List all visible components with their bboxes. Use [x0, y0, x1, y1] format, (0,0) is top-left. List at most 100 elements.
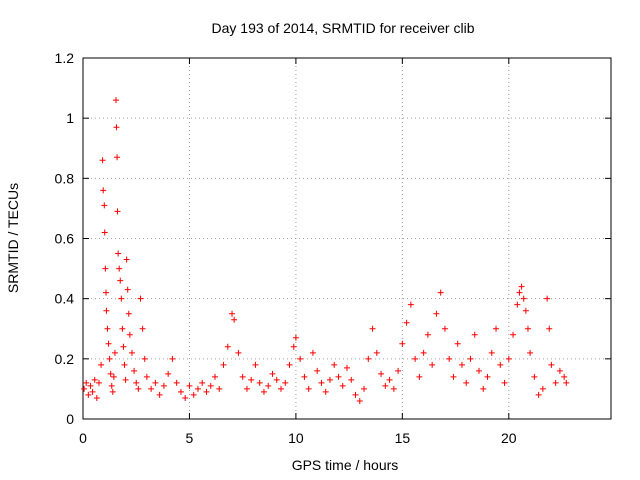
y-tick-label: 0 — [66, 411, 74, 427]
data-point — [326, 376, 333, 383]
data-point — [386, 376, 393, 383]
data-point — [100, 187, 107, 194]
y-tick-label: 1 — [66, 110, 74, 126]
data-point — [160, 382, 167, 389]
data-point — [173, 379, 180, 386]
data-point — [91, 376, 98, 383]
data-point — [101, 202, 108, 209]
data-point — [390, 385, 397, 392]
data-point — [81, 385, 88, 392]
data-point — [476, 367, 482, 374]
data-point — [527, 349, 534, 356]
data-point — [148, 385, 155, 392]
data-point — [235, 349, 242, 356]
data-point — [282, 379, 289, 386]
data-point — [124, 286, 131, 293]
data-point — [382, 382, 389, 389]
data-point — [378, 370, 385, 377]
data-point — [356, 397, 363, 404]
data-point — [128, 349, 135, 356]
data-point — [454, 340, 461, 347]
x-tick-label: 20 — [501, 430, 517, 446]
data-point — [143, 373, 150, 380]
data-point — [531, 373, 538, 380]
data-point — [243, 385, 250, 392]
data-point — [458, 361, 465, 368]
data-point — [122, 376, 129, 383]
data-point — [309, 349, 316, 356]
data-point — [126, 331, 133, 338]
data-point — [269, 370, 276, 377]
data-point — [424, 331, 431, 338]
data-point — [177, 388, 184, 395]
data-point — [152, 379, 159, 386]
data-point — [516, 289, 523, 296]
data-point — [109, 388, 116, 395]
data-point — [110, 373, 117, 380]
data-point — [556, 367, 563, 374]
data-point — [104, 325, 111, 332]
data-point — [322, 388, 329, 395]
data-points — [81, 97, 570, 404]
data-point — [135, 385, 142, 392]
data-point — [292, 334, 299, 341]
data-point — [224, 343, 231, 350]
data-point — [131, 367, 138, 374]
data-point — [229, 310, 236, 317]
data-point — [416, 373, 423, 380]
data-point — [118, 295, 125, 302]
y-tick-label: 0.6 — [55, 231, 75, 247]
data-point — [520, 295, 527, 302]
data-point — [121, 361, 128, 368]
data-point — [488, 349, 495, 356]
data-point — [399, 340, 406, 347]
data-point — [403, 319, 410, 326]
data-point — [420, 349, 427, 356]
data-point — [497, 361, 504, 368]
data-point — [352, 391, 359, 398]
data-point — [102, 265, 109, 272]
data-point — [83, 379, 90, 386]
data-point — [220, 361, 227, 368]
data-point — [119, 325, 126, 332]
data-point — [102, 289, 109, 296]
data-point — [260, 388, 267, 395]
chart-title: Day 193 of 2014, SRMTID for receiver cli… — [212, 20, 475, 36]
data-point — [207, 382, 214, 389]
data-point — [111, 349, 118, 356]
x-tick-label: 10 — [288, 430, 304, 446]
data-point — [544, 295, 551, 302]
data-point — [467, 355, 474, 362]
data-point — [548, 361, 555, 368]
y-tick-label: 1.2 — [55, 50, 75, 66]
data-point — [115, 250, 122, 257]
data-point — [106, 355, 113, 362]
data-point — [108, 382, 115, 389]
data-point — [539, 385, 546, 392]
data-point — [156, 391, 163, 398]
data-point — [137, 295, 144, 302]
data-point — [441, 325, 448, 332]
data-point — [186, 382, 193, 389]
data-point — [190, 391, 197, 398]
data-point — [365, 355, 372, 362]
data-point — [85, 391, 92, 398]
data-point — [493, 325, 500, 332]
data-point — [265, 382, 272, 389]
data-point — [252, 361, 259, 368]
data-point — [561, 373, 568, 380]
x-tick-label: 5 — [186, 430, 194, 446]
data-point — [139, 325, 146, 332]
data-point — [369, 325, 376, 332]
data-point — [563, 379, 570, 386]
data-point — [101, 229, 108, 236]
data-point — [99, 157, 106, 164]
data-point — [98, 361, 105, 368]
data-point — [501, 379, 508, 386]
y-tick-label: 0.2 — [55, 351, 75, 367]
data-point — [297, 355, 304, 362]
data-point — [248, 376, 255, 383]
data-point — [216, 385, 223, 392]
data-point — [105, 340, 112, 347]
